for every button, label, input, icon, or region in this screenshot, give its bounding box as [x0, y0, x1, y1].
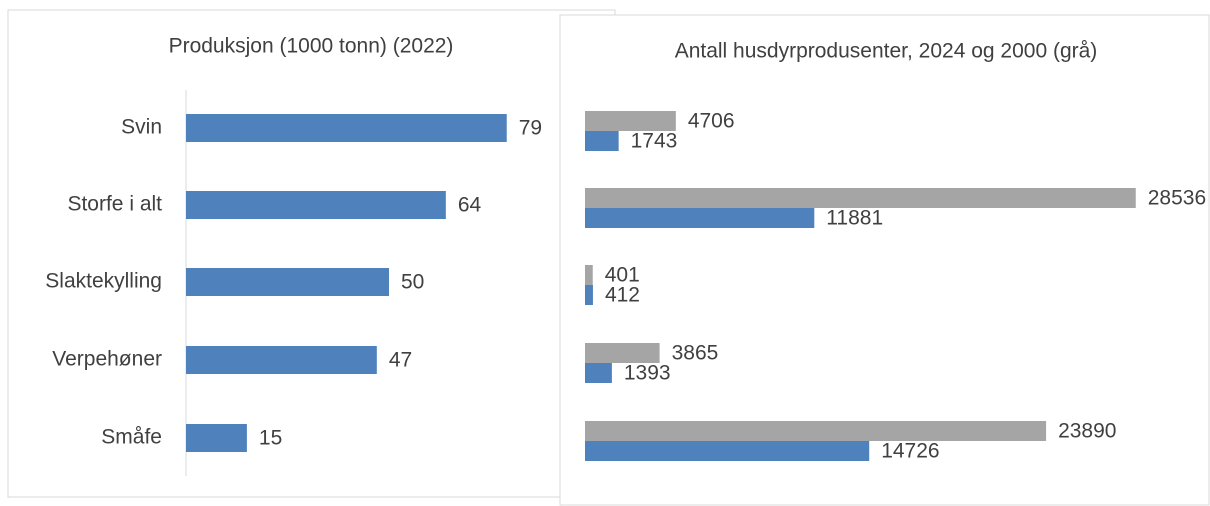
value-label: 50 — [401, 271, 424, 294]
value-label: 3865 — [672, 342, 719, 365]
bar — [186, 346, 377, 374]
value-label: 15 — [259, 427, 282, 450]
bar — [186, 268, 389, 296]
value-label: 47 — [389, 349, 412, 372]
bar — [585, 441, 870, 461]
left-panel — [7, 9, 616, 498]
value-label: 412 — [605, 284, 640, 307]
value-label: 11881 — [826, 207, 883, 230]
category-label: Verpehøner — [52, 348, 162, 371]
bar — [585, 363, 612, 383]
category-label: Storfe i alt — [67, 193, 162, 216]
bar — [585, 421, 1047, 441]
bar — [585, 343, 660, 363]
bar — [186, 191, 446, 219]
bar — [186, 114, 507, 142]
bar — [585, 131, 619, 151]
category-label: Svin — [121, 116, 162, 139]
value-label: 1393 — [624, 362, 671, 385]
chart-title: Produksjon (1000 tonn) (2022) — [169, 35, 454, 58]
bar — [585, 285, 593, 305]
value-label: 1743 — [631, 130, 678, 153]
value-label: 79 — [519, 117, 542, 140]
category-label: Slaktekylling — [45, 270, 162, 293]
value-label: 401 — [605, 264, 640, 287]
value-label: 4706 — [688, 110, 735, 133]
bar — [585, 111, 676, 131]
value-label: 64 — [458, 194, 482, 217]
bar — [585, 188, 1136, 208]
bar — [585, 265, 593, 285]
value-label: 14726 — [881, 440, 939, 463]
value-label: 23890 — [1058, 420, 1116, 443]
chart-title: Antall husdyrprodusenter, 2024 og 2000 (… — [675, 40, 1098, 63]
value-label: 28536 — [1148, 187, 1206, 210]
category-label: Småfe — [101, 426, 162, 449]
bar — [585, 208, 815, 228]
bar — [186, 424, 247, 452]
